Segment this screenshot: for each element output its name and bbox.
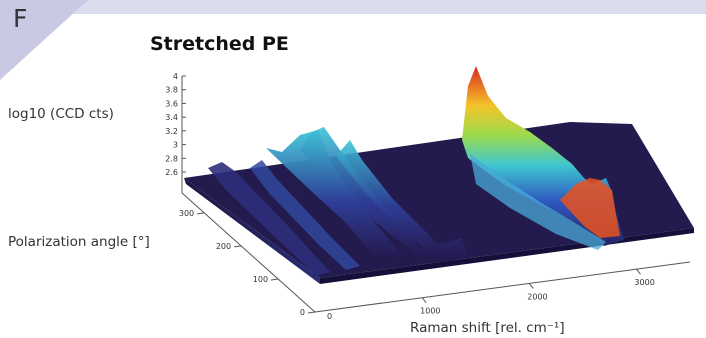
band-ridge-5 (250, 160, 360, 270)
y-tick-label: 200 (216, 242, 231, 251)
z-tick-label: 3.8 (165, 86, 178, 95)
z-tick-label: 3.2 (165, 127, 178, 136)
y-tick-mark (270, 278, 279, 281)
x-tick-mark (636, 268, 641, 275)
z-tick-label: 2.8 (165, 154, 178, 163)
x-tick-label: 1000 (420, 307, 440, 316)
z-tick-label: 3.6 (165, 99, 178, 108)
y-axis-label: Polarization angle [°] (8, 234, 150, 250)
surface-left-side (184, 178, 320, 284)
z-tick-label: 3 (173, 141, 178, 150)
band-ridge-4 (208, 162, 330, 276)
z-tick-label: 2.6 (165, 168, 178, 177)
panel-corner-tab (0, 0, 88, 80)
band-ridge-3 (336, 140, 468, 262)
x-tick-origin: 0 (327, 312, 332, 321)
y-tick-label: 0 (300, 308, 305, 317)
band-ridge-1 (266, 130, 402, 262)
y-tick-label: 100 (253, 275, 268, 284)
chart-title: Stretched PE (150, 33, 289, 55)
z-ticks: 4 3.8 3.6 3.4 3.2 3 2.8 2.6 (165, 72, 186, 177)
x-axis-label: Raman shift [rel. cm⁻¹] (410, 320, 565, 336)
y-ticks: 0 100 200 300 (179, 209, 316, 317)
x-tick-mark (421, 297, 427, 304)
x-tick-label: 2000 (527, 292, 547, 301)
x-tick-mark (528, 283, 534, 289)
top-band (0, 0, 706, 14)
x-ticks: 1000 2000 3000 (420, 268, 655, 316)
ch-shoulder-ridge (560, 178, 620, 238)
panel-letter: F (13, 4, 28, 33)
ch-base-band (470, 154, 606, 250)
z-tick-label: 3.4 (165, 113, 178, 122)
x-tick-label: 3000 (634, 278, 654, 287)
z-axis-label: log10 (CCD cts) (8, 106, 114, 122)
y-tick-mark (197, 212, 205, 215)
z-tick-label: 4 (173, 72, 178, 81)
y-tick-label: 300 (179, 209, 194, 218)
x-axis-line (314, 261, 691, 313)
y-tick-mark (307, 311, 316, 314)
y-tick-mark (234, 245, 242, 248)
